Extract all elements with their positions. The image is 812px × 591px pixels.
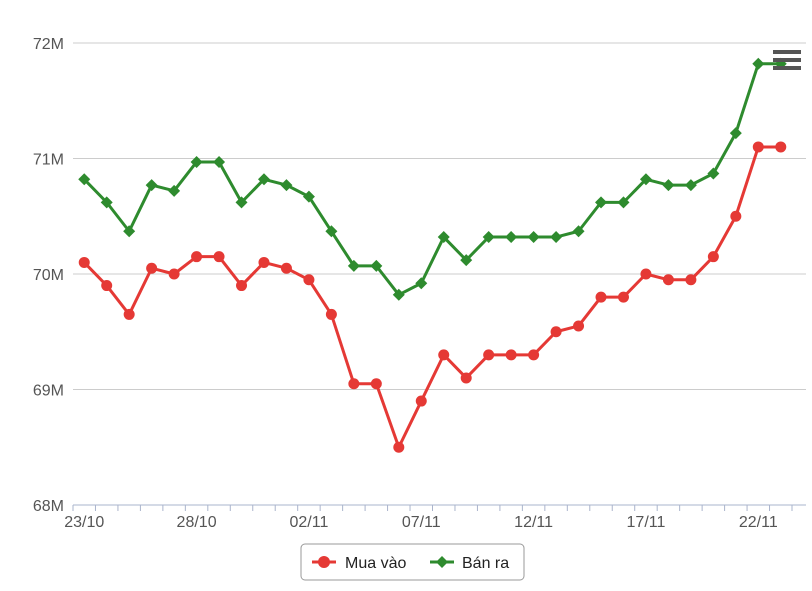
data-point[interactable] bbox=[370, 378, 382, 390]
data-point[interactable] bbox=[573, 320, 585, 332]
data-point[interactable] bbox=[752, 57, 765, 70]
data-point[interactable] bbox=[729, 127, 742, 140]
data-point[interactable] bbox=[662, 179, 675, 192]
data-point[interactable] bbox=[168, 184, 181, 197]
x-tick-label: 07/11 bbox=[402, 514, 441, 531]
data-point[interactable] bbox=[191, 251, 203, 263]
y-tick-label: 69M bbox=[33, 383, 64, 400]
data-point[interactable] bbox=[550, 231, 563, 244]
series-line bbox=[83, 145, 781, 449]
data-point[interactable] bbox=[685, 274, 697, 286]
data-point[interactable] bbox=[595, 196, 608, 209]
chart-menu-button[interactable] bbox=[770, 46, 804, 74]
data-point[interactable] bbox=[101, 280, 113, 292]
data-point[interactable] bbox=[325, 308, 337, 320]
data-point[interactable] bbox=[370, 259, 383, 272]
series-line bbox=[83, 62, 781, 297]
hamburger-menu-icon bbox=[773, 50, 801, 70]
data-point[interactable] bbox=[730, 210, 742, 222]
data-point[interactable] bbox=[527, 231, 540, 244]
data-point[interactable] bbox=[392, 288, 405, 301]
legend-marker-circle-icon bbox=[318, 556, 330, 568]
grid-lines bbox=[73, 42, 806, 390]
data-point[interactable] bbox=[347, 259, 360, 272]
series-ban-ra bbox=[78, 57, 787, 301]
data-point[interactable] bbox=[707, 251, 719, 263]
data-point[interactable] bbox=[505, 349, 517, 361]
data-point[interactable] bbox=[325, 225, 338, 238]
data-point[interactable] bbox=[146, 262, 158, 274]
y-tick-label: 71M bbox=[33, 152, 64, 169]
data-point[interactable] bbox=[235, 196, 248, 209]
legend-marker-diamond-icon bbox=[436, 556, 448, 568]
data-point[interactable] bbox=[303, 274, 315, 286]
data-point[interactable] bbox=[662, 274, 674, 286]
x-tick-label: 02/11 bbox=[289, 514, 328, 531]
data-point[interactable] bbox=[213, 251, 225, 263]
data-point[interactable] bbox=[550, 326, 562, 338]
legend-label-ban-ra: Bán ra bbox=[462, 555, 509, 572]
series-mua-vao bbox=[78, 141, 787, 453]
data-point[interactable] bbox=[78, 173, 91, 186]
legend-item-ban-ra[interactable]: Bán ra bbox=[430, 555, 509, 572]
legend-label-mua-vao: Mua vào bbox=[345, 555, 406, 572]
data-point[interactable] bbox=[572, 225, 585, 238]
data-point[interactable] bbox=[302, 190, 315, 203]
x-axis: 23/10 28/10 02/11 07/11 12/11 17/11 22/11 bbox=[64, 504, 806, 531]
data-point[interactable] bbox=[775, 141, 787, 153]
series-layer bbox=[78, 57, 787, 453]
data-point[interactable] bbox=[483, 349, 495, 361]
data-point[interactable] bbox=[258, 256, 270, 268]
data-point[interactable] bbox=[437, 231, 450, 244]
x-tick-label: 28/10 bbox=[177, 514, 217, 531]
legend-box bbox=[300, 543, 525, 581]
y-tick-label: 72M bbox=[33, 36, 64, 53]
x-tick-label: 17/11 bbox=[627, 514, 666, 531]
data-point[interactable] bbox=[280, 179, 293, 192]
data-point[interactable] bbox=[460, 372, 472, 384]
data-point[interactable] bbox=[123, 308, 135, 320]
data-point[interactable] bbox=[640, 268, 652, 280]
data-point[interactable] bbox=[145, 179, 158, 192]
data-point[interactable] bbox=[617, 291, 629, 303]
data-point[interactable] bbox=[528, 349, 540, 361]
data-point[interactable] bbox=[100, 196, 113, 209]
data-point[interactable] bbox=[595, 291, 607, 303]
y-axis: 68M 69M 70M 71M 72M bbox=[33, 36, 64, 515]
data-point[interactable] bbox=[257, 173, 270, 186]
y-tick-label: 68M bbox=[33, 498, 64, 515]
data-point[interactable] bbox=[684, 179, 697, 192]
y-tick-label: 70M bbox=[33, 267, 64, 284]
data-point[interactable] bbox=[617, 196, 630, 209]
data-point[interactable] bbox=[415, 277, 428, 290]
data-point[interactable] bbox=[707, 167, 720, 180]
legend-item-mua-vao[interactable]: Mua vào bbox=[312, 555, 406, 572]
data-point[interactable] bbox=[482, 231, 495, 244]
chart-legend: Mua vào Bán ra bbox=[300, 543, 525, 581]
data-point[interactable] bbox=[415, 395, 427, 407]
x-tick-label: 12/11 bbox=[514, 514, 553, 531]
data-point[interactable] bbox=[752, 141, 764, 153]
data-point[interactable] bbox=[505, 231, 518, 244]
data-point[interactable] bbox=[438, 349, 450, 361]
data-point[interactable] bbox=[460, 254, 473, 267]
data-point[interactable] bbox=[123, 225, 136, 238]
x-tick-label: 22/11 bbox=[739, 514, 778, 531]
data-point[interactable] bbox=[280, 262, 292, 274]
data-point[interactable] bbox=[639, 173, 652, 186]
data-point[interactable] bbox=[213, 155, 226, 168]
data-point[interactable] bbox=[393, 441, 405, 453]
x-tick-label: 23/10 bbox=[64, 514, 104, 531]
data-point[interactable] bbox=[348, 378, 360, 390]
data-point[interactable] bbox=[190, 155, 203, 168]
data-point[interactable] bbox=[78, 256, 90, 268]
data-point[interactable] bbox=[236, 280, 248, 292]
data-point[interactable] bbox=[168, 268, 180, 280]
